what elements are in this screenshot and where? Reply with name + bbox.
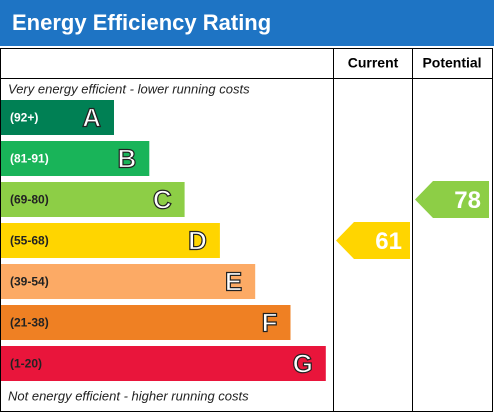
band-letter: F — [262, 307, 278, 337]
rating-arrow — [415, 181, 489, 218]
band-bar — [1, 141, 150, 176]
bottom-note: Not energy efficient - higher running co… — [8, 388, 249, 403]
band-letter: E — [225, 266, 242, 296]
frame — [0, 48, 493, 412]
band-bar — [1, 264, 256, 299]
band-letter: B — [118, 143, 137, 173]
chart-title: Energy Efficiency Rating — [12, 10, 271, 35]
band-range: (1-20) — [10, 357, 42, 371]
band-letter: D — [188, 225, 207, 255]
rating-value: 78 — [454, 187, 481, 214]
column-header: Current — [348, 55, 399, 71]
top-note: Very energy efficient - lower running co… — [8, 81, 250, 96]
band-range: (39-54) — [10, 275, 49, 289]
band-letter: A — [82, 102, 101, 132]
band-range: (92+) — [10, 111, 38, 125]
column-header: Potential — [422, 55, 481, 71]
band-letter: G — [293, 348, 313, 378]
band-letter: C — [153, 184, 172, 214]
band-range: (55-68) — [10, 234, 49, 248]
band-range: (21-38) — [10, 316, 49, 330]
band-bar — [1, 223, 220, 258]
band-range: (69-80) — [10, 193, 49, 207]
band-bar — [1, 100, 114, 135]
title-bar — [0, 0, 494, 46]
rating-value: 61 — [375, 228, 402, 255]
band-bar — [1, 305, 291, 340]
band-range: (81-91) — [10, 152, 49, 166]
band-bar — [1, 346, 326, 381]
rating-arrow — [336, 222, 410, 259]
band-bar — [1, 182, 185, 217]
